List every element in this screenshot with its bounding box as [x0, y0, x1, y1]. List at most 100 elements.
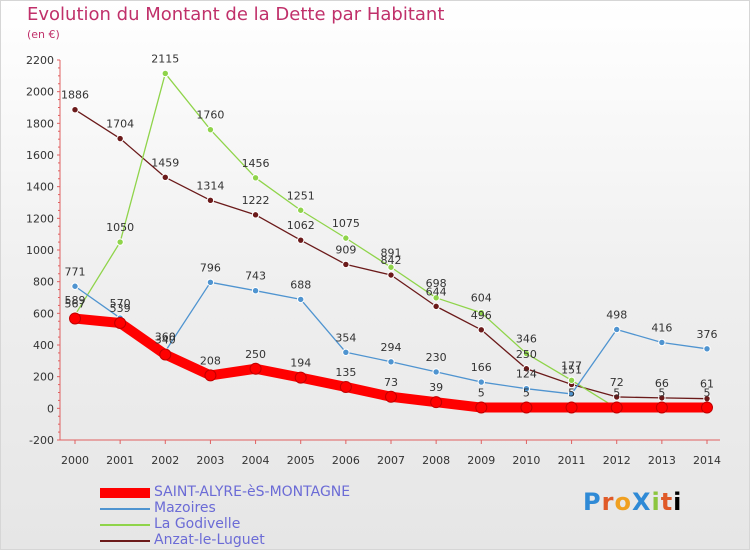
data-point-saint-alyre-s-montagne — [249, 362, 262, 375]
data-label-saint-alyre-s-montagne: 208 — [200, 354, 221, 367]
data-label-anzat-le-luguet: 72 — [610, 376, 624, 389]
data-label-saint-alyre-s-montagne: 5 — [658, 387, 665, 400]
x-tick-label: 2002 — [151, 454, 179, 467]
y-tick-label: 1800 — [26, 117, 54, 130]
data-label-anzat-le-luguet: 151 — [561, 363, 582, 376]
data-point-la-godivelle — [251, 174, 260, 182]
data-label-anzat-le-luguet: 842 — [381, 254, 402, 267]
y-tick-label: 0 — [47, 402, 54, 415]
data-label-anzat-le-luguet: 61 — [700, 378, 714, 391]
legend-label: La Godivelle — [154, 516, 241, 532]
data-label-anzat-le-luguet: 644 — [426, 285, 447, 298]
data-point-saint-alyre-s-montagne — [475, 401, 488, 414]
data-point-mazoires — [658, 338, 666, 347]
data-label-saint-alyre-s-montagne: 5 — [704, 387, 711, 400]
data-label-mazoires: 360 — [155, 330, 176, 343]
data-label-saint-alyre-s-montagne: 135 — [335, 366, 356, 379]
data-label-la-godivelle: 891 — [381, 246, 402, 259]
y-tick-label: 1200 — [26, 212, 54, 225]
y-tick-label: 2200 — [26, 54, 54, 67]
data-point-anzat-le-luguet — [71, 106, 79, 114]
data-point-saint-alyre-s-montagne — [520, 401, 533, 414]
data-point-la-godivelle — [342, 234, 350, 242]
data-point-anzat-le-luguet — [251, 211, 260, 219]
data-label-mazoires: 376 — [697, 328, 718, 341]
data-label-saint-alyre-s-montagne: 567 — [65, 298, 86, 311]
data-point-anzat-le-luguet — [161, 173, 169, 182]
data-label-anzat-le-luguet: 1314 — [196, 179, 224, 192]
x-tick-label: 2007 — [377, 454, 405, 467]
data-point-mazoires — [522, 385, 531, 393]
data-point-anzat-le-luguet — [432, 302, 440, 311]
y-tick-label: 2000 — [26, 86, 54, 99]
data-point-la-godivelle — [567, 376, 576, 385]
data-label-anzat-le-luguet: 1886 — [61, 89, 89, 102]
data-label-saint-alyre-s-montagne: 5 — [568, 387, 575, 400]
data-point-mazoires — [342, 348, 350, 356]
data-point-saint-alyre-s-montagne — [701, 401, 713, 414]
data-point-mazoires — [251, 286, 260, 295]
data-point-anzat-le-luguet — [522, 365, 531, 373]
y-tick-label: 800 — [33, 276, 54, 289]
legend-label: Mazoires — [154, 500, 216, 516]
data-point-mazoires — [432, 368, 440, 376]
x-tick-label: 2001 — [106, 454, 134, 467]
data-point-saint-alyre-s-montagne — [385, 390, 397, 403]
data-point-anzat-le-luguet — [206, 196, 215, 204]
data-label-saint-alyre-s-montagne: 39 — [429, 381, 443, 394]
x-tick-label: 2012 — [603, 454, 631, 467]
legend-swatch — [100, 488, 150, 498]
x-tick-label: 2005 — [287, 454, 315, 467]
data-point-la-godivelle — [161, 69, 169, 78]
data-point-la-godivelle — [522, 349, 531, 358]
data-point-saint-alyre-s-montagne — [159, 348, 172, 361]
data-label-mazoires: 498 — [606, 308, 627, 321]
x-tick-label: 2009 — [467, 454, 495, 467]
data-point-anzat-le-luguet — [658, 394, 666, 402]
data-label-mazoires: 354 — [335, 331, 356, 344]
x-tick-label: 2011 — [558, 454, 586, 467]
data-label-anzat-le-luguet: 1222 — [242, 194, 270, 207]
x-tick-label: 2014 — [693, 454, 721, 467]
y-tick-label: -200 — [29, 434, 54, 447]
data-label-la-godivelle: 604 — [471, 292, 492, 305]
legend-swatch — [100, 524, 150, 526]
data-point-anzat-le-luguet — [342, 260, 350, 269]
y-tick-label: 600 — [33, 307, 54, 320]
data-point-saint-alyre-s-montagne — [339, 380, 352, 393]
data-point-saint-alyre-s-montagne — [565, 401, 578, 414]
y-tick-label: 1000 — [26, 244, 54, 257]
data-label-anzat-le-luguet: 1062 — [287, 219, 315, 232]
data-label-mazoires: 688 — [290, 278, 311, 291]
data-label-mazoires: 230 — [426, 351, 447, 364]
data-point-la-godivelle — [387, 263, 395, 271]
data-label-la-godivelle: 1251 — [287, 189, 315, 202]
data-label-la-godivelle: 346 — [516, 333, 537, 346]
data-point-saint-alyre-s-montagne — [610, 401, 623, 414]
chart-title: Evolution du Montant de la Dette par Hab… — [27, 4, 445, 25]
data-point-anzat-le-luguet — [613, 393, 621, 401]
data-point-saint-alyre-s-montagne — [204, 369, 217, 382]
data-label-la-godivelle: 1456 — [242, 157, 270, 170]
data-label-la-godivelle: 177 — [561, 359, 582, 372]
data-label-anzat-le-luguet: 66 — [655, 377, 669, 390]
data-label-la-godivelle: 1075 — [332, 217, 360, 230]
y-tick-label: 400 — [33, 339, 54, 352]
x-tick-label: 2010 — [512, 454, 540, 467]
data-label-mazoires: 771 — [65, 265, 86, 278]
data-label-saint-alyre-s-montagne: 5 — [523, 387, 530, 400]
data-label-mazoires: 743 — [245, 270, 266, 283]
data-point-mazoires — [387, 358, 395, 366]
data-label-la-godivelle: 698 — [426, 277, 447, 290]
x-tick-label: 2004 — [242, 454, 270, 467]
data-label-mazoires: 294 — [381, 341, 402, 354]
data-point-saint-alyre-s-montagne — [69, 312, 81, 325]
data-point-mazoires — [71, 282, 79, 290]
data-point-anzat-le-luguet — [297, 236, 305, 244]
data-label-saint-alyre-s-montagne: 539 — [110, 302, 131, 315]
data-point-anzat-le-luguet — [116, 134, 124, 143]
data-point-saint-alyre-s-montagne — [114, 316, 127, 329]
data-point-la-godivelle — [432, 294, 440, 302]
data-point-anzat-le-luguet — [387, 271, 395, 279]
